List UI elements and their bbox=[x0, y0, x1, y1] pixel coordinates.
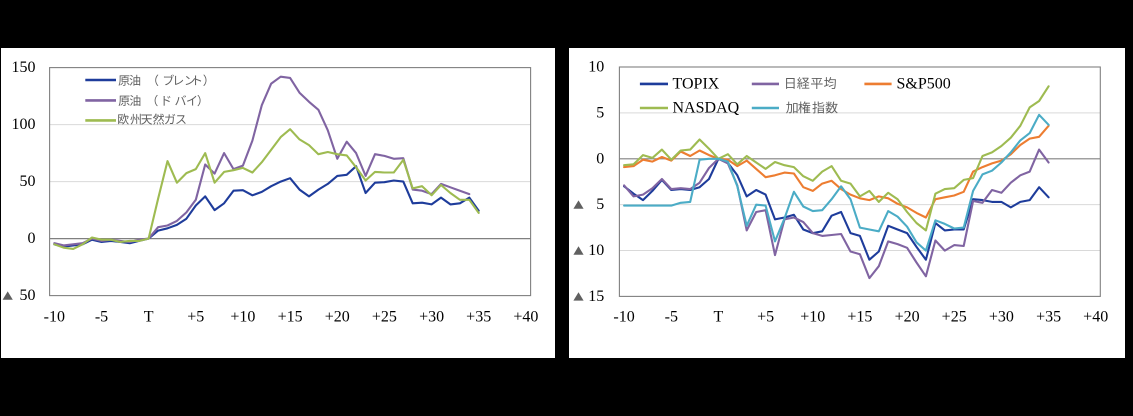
svg-text:NASDAQ: NASDAQ bbox=[673, 100, 740, 117]
svg-text:+15: +15 bbox=[278, 309, 303, 326]
svg-text:50: 50 bbox=[20, 287, 36, 304]
svg-text:+40: +40 bbox=[513, 309, 538, 326]
svg-text:+25: +25 bbox=[372, 309, 397, 326]
svg-text:+10: +10 bbox=[230, 309, 255, 326]
svg-text:-10: -10 bbox=[613, 309, 634, 326]
svg-text:+5: +5 bbox=[187, 309, 204, 326]
svg-text:+5: +5 bbox=[757, 309, 774, 326]
svg-text:+25: +25 bbox=[942, 309, 967, 326]
svg-text:+15: +15 bbox=[847, 309, 872, 326]
svg-text:+10: +10 bbox=[800, 309, 825, 326]
svg-text:+20: +20 bbox=[325, 309, 350, 326]
svg-text:-5: -5 bbox=[665, 309, 678, 326]
svg-text:15: 15 bbox=[588, 288, 604, 305]
svg-text:+30: +30 bbox=[989, 309, 1014, 326]
svg-text:-5: -5 bbox=[95, 309, 108, 326]
svg-text:T: T bbox=[144, 309, 154, 326]
svg-text:0: 0 bbox=[28, 230, 36, 247]
svg-text:0: 0 bbox=[596, 150, 604, 167]
svg-text:TOPIX: TOPIX bbox=[673, 76, 720, 93]
svg-text:S&P500: S&P500 bbox=[897, 76, 951, 93]
svg-text:+40: +40 bbox=[1083, 309, 1108, 326]
svg-text:100: 100 bbox=[12, 116, 36, 133]
svg-text:+30: +30 bbox=[419, 309, 444, 326]
svg-text:150: 150 bbox=[12, 59, 36, 76]
svg-text:+35: +35 bbox=[1036, 309, 1061, 326]
svg-text:-10: -10 bbox=[44, 309, 65, 326]
svg-text:5: 5 bbox=[596, 196, 604, 213]
svg-text:50: 50 bbox=[20, 173, 36, 190]
svg-text:10: 10 bbox=[588, 242, 604, 259]
svg-text:10: 10 bbox=[588, 59, 604, 76]
svg-text:+20: +20 bbox=[895, 309, 920, 326]
svg-text:+35: +35 bbox=[466, 309, 491, 326]
svg-text:T: T bbox=[714, 309, 724, 326]
svg-text:5: 5 bbox=[596, 105, 604, 122]
